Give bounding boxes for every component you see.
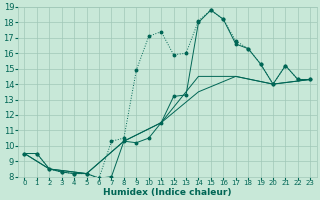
X-axis label: Humidex (Indice chaleur): Humidex (Indice chaleur) — [103, 188, 232, 197]
